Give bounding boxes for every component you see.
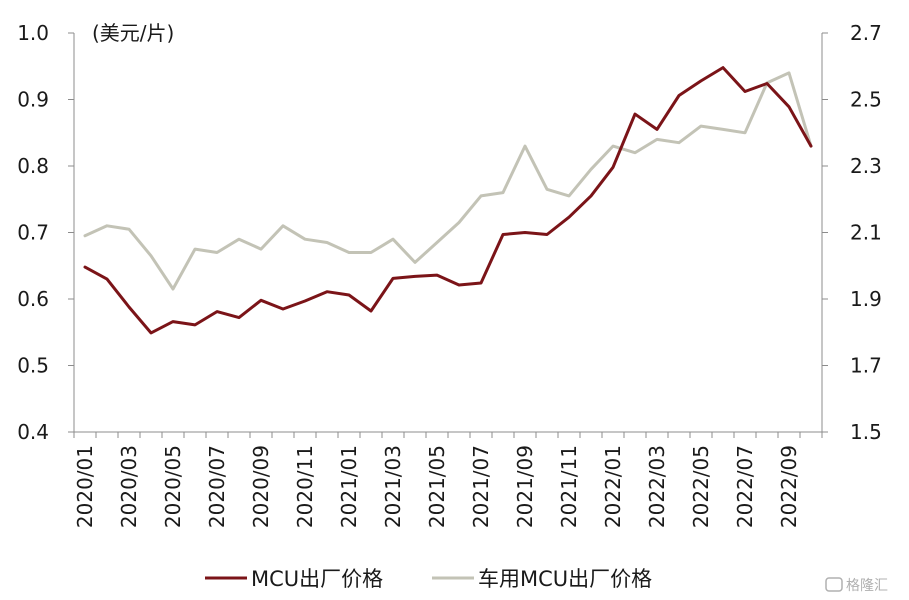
- left-tick-label: 0.5: [17, 354, 49, 378]
- series-line-mcu: [83, 66, 813, 335]
- x-tick-label: 2020/01: [73, 445, 97, 528]
- right-tick-label: 2.3: [850, 154, 882, 178]
- left-tick-label: 0.4: [17, 420, 49, 444]
- x-tick-label: 2020/03: [117, 445, 141, 528]
- x-tick-label: 2022/09: [777, 445, 801, 528]
- watermark: 格隆汇: [825, 577, 888, 594]
- right-tick-label: 1.5: [850, 420, 882, 444]
- right-tick-label: 2.7: [850, 21, 882, 45]
- x-tick-label: 2021/03: [381, 445, 405, 528]
- legend-label: MCU出厂价格: [251, 567, 383, 591]
- x-tick-label: 2022/03: [645, 445, 669, 528]
- right-tick-label: 2.5: [850, 88, 882, 112]
- right-tick-label: 1.9: [850, 287, 882, 311]
- left-tick-label: 1.0: [17, 21, 49, 45]
- left-y-axis: 0.4 0.5 0.6 0.7 0.8 0.9 1.0: [17, 21, 75, 444]
- x-tick-label: 2021/01: [337, 445, 361, 528]
- legend-label: 车用MCU出厂价格: [478, 567, 652, 591]
- x-tick-label: 2021/11: [557, 445, 581, 528]
- left-tick-label: 0.7: [17, 221, 49, 245]
- watermark-logo-icon: [825, 577, 843, 592]
- series-line-auto-mcu: [83, 71, 813, 291]
- x-tick-label: 2020/05: [161, 445, 185, 528]
- x-tick-label: 2021/05: [425, 445, 449, 528]
- x-axis: 2020/01 2020/03 2020/05 2020/07 2020/09 2020/…: [73, 431, 823, 528]
- left-tick-label: 0.9: [17, 88, 49, 112]
- x-tick-label: 2020/11: [293, 445, 317, 528]
- left-tick-label: 0.6: [17, 287, 49, 311]
- x-tick-label: 2022/05: [689, 445, 713, 528]
- x-tick-label: 2022/07: [733, 445, 757, 528]
- x-tick-label: 2022/01: [601, 445, 625, 528]
- x-tick-label: 2020/07: [205, 445, 229, 528]
- series-layer: [83, 66, 813, 335]
- x-tick-label: 2020/09: [249, 445, 273, 528]
- watermark-text: 格隆汇: [846, 578, 888, 594]
- x-tick-label: 2021/07: [469, 445, 493, 528]
- right-tick-label: 1.7: [850, 354, 882, 378]
- left-tick-label: 0.8: [17, 154, 49, 178]
- x-tick-label: 2021/09: [513, 445, 537, 528]
- right-tick-label: 2.1: [850, 221, 882, 245]
- right-y-axis: 1.5 1.7 1.9 2.1 2.3 2.5 2.7: [821, 21, 882, 444]
- legend: MCU出厂价格 车用MCU出厂价格: [205, 567, 652, 591]
- unit-label: (美元/片): [92, 21, 174, 45]
